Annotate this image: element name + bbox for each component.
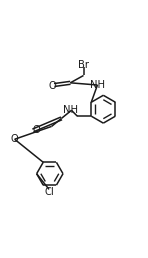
Text: O: O (32, 125, 40, 135)
Text: NH: NH (62, 105, 78, 115)
Text: O: O (49, 82, 57, 92)
Text: O: O (11, 134, 18, 144)
Text: Br: Br (78, 60, 89, 70)
Text: NH: NH (90, 80, 105, 90)
Text: Cl: Cl (44, 187, 54, 197)
